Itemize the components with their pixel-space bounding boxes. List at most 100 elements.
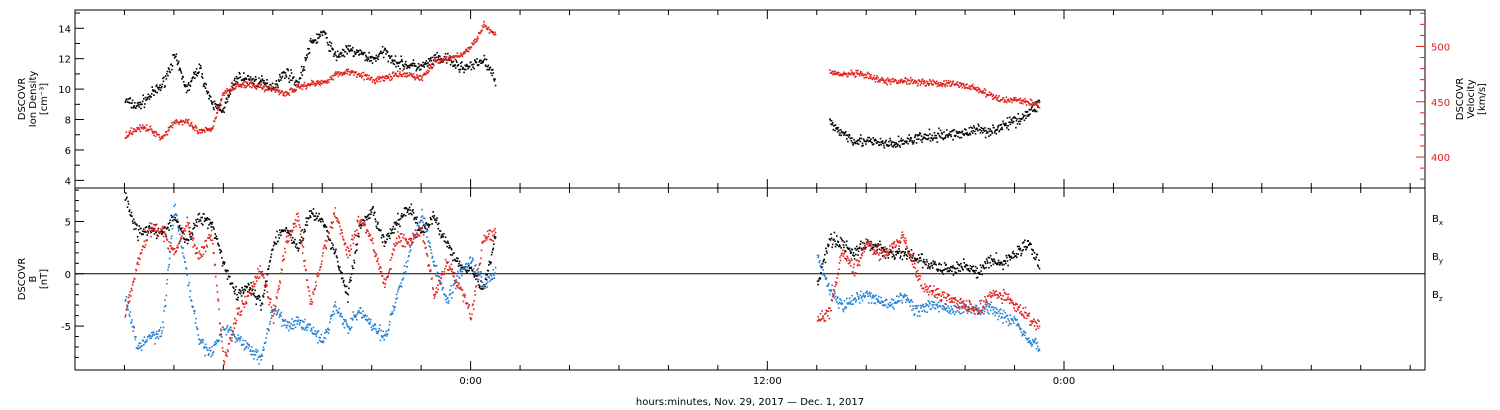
data-point — [434, 59, 436, 61]
data-point — [461, 68, 464, 70]
data-point — [339, 270, 342, 273]
data-point — [137, 348, 139, 350]
data-point — [375, 60, 377, 62]
data-point — [246, 81, 248, 84]
data-point — [399, 217, 402, 220]
data-point — [162, 321, 164, 323]
data-point — [353, 55, 355, 57]
data-point — [348, 70, 350, 73]
data-point — [834, 295, 837, 298]
data-point — [267, 89, 270, 91]
data-point — [1023, 119, 1026, 122]
data-point — [145, 231, 147, 233]
data-point — [292, 328, 295, 330]
data-point — [253, 295, 256, 297]
data-point — [946, 268, 948, 270]
data-point — [211, 103, 214, 106]
data-point — [125, 314, 127, 316]
y-tick-label-right: 400 — [1431, 153, 1450, 164]
data-point — [476, 278, 478, 280]
data-point — [409, 249, 412, 252]
data-point — [858, 137, 861, 140]
data-point — [964, 86, 967, 89]
data-point — [852, 142, 855, 145]
data-point — [866, 290, 868, 293]
data-point — [909, 82, 912, 85]
data-point — [1016, 256, 1018, 259]
data-point — [209, 235, 211, 238]
data-point — [474, 59, 476, 61]
data-point — [347, 293, 350, 296]
data-point — [875, 78, 878, 80]
data-point — [1031, 105, 1033, 108]
data-point — [418, 79, 421, 81]
data-point — [303, 329, 306, 331]
data-point — [370, 213, 372, 215]
data-point — [239, 339, 241, 342]
data-point — [126, 196, 128, 199]
data-point — [179, 67, 181, 70]
data-point — [422, 240, 424, 242]
data-point — [1024, 101, 1027, 104]
data-point — [206, 246, 209, 248]
data-point — [1024, 97, 1026, 100]
data-point — [1038, 99, 1040, 102]
data-point — [430, 269, 432, 272]
data-point — [221, 340, 223, 343]
data-point — [261, 274, 263, 277]
data-point — [435, 264, 438, 267]
data-point — [961, 82, 963, 85]
data-point — [375, 220, 377, 223]
data-point — [189, 226, 191, 229]
data-point — [448, 57, 450, 59]
data-point — [180, 245, 183, 248]
data-point — [375, 253, 378, 255]
data-point — [841, 252, 844, 255]
data-point — [834, 70, 836, 72]
data-point — [388, 271, 390, 274]
data-point — [223, 94, 225, 96]
data-point — [376, 227, 378, 230]
data-point — [353, 233, 356, 236]
data-point — [354, 252, 356, 254]
data-point — [298, 81, 300, 83]
data-point — [899, 80, 902, 83]
data-point — [866, 243, 868, 246]
data-point — [233, 327, 236, 329]
data-point — [1023, 100, 1026, 103]
data-point — [275, 243, 278, 245]
series-velocity-1 — [124, 20, 497, 141]
data-point — [906, 83, 908, 85]
data-point — [230, 333, 233, 336]
data-point — [144, 243, 147, 246]
data-point — [216, 291, 219, 293]
data-point — [213, 228, 215, 230]
data-point — [1015, 255, 1017, 257]
data-point — [136, 347, 139, 349]
data-point — [346, 246, 348, 248]
data-point — [943, 84, 946, 86]
data-point — [241, 302, 244, 304]
data-point — [298, 82, 300, 85]
data-point — [906, 258, 908, 260]
data-point — [948, 133, 950, 135]
data-point — [254, 283, 257, 285]
data-point — [258, 82, 261, 84]
data-point — [486, 27, 488, 30]
data-point — [998, 129, 1001, 132]
data-point — [164, 235, 167, 237]
data-point — [281, 229, 283, 231]
data-point — [140, 345, 142, 348]
data-point — [1029, 104, 1031, 106]
data-point — [205, 219, 208, 221]
data-point — [372, 249, 375, 251]
data-point — [892, 299, 895, 301]
data-point — [188, 281, 191, 284]
data-point — [994, 130, 996, 132]
data-point — [453, 65, 456, 67]
data-point — [240, 86, 243, 88]
data-point — [130, 295, 132, 297]
data-point — [1015, 324, 1018, 327]
data-point — [1006, 256, 1008, 259]
data-point — [269, 88, 271, 90]
